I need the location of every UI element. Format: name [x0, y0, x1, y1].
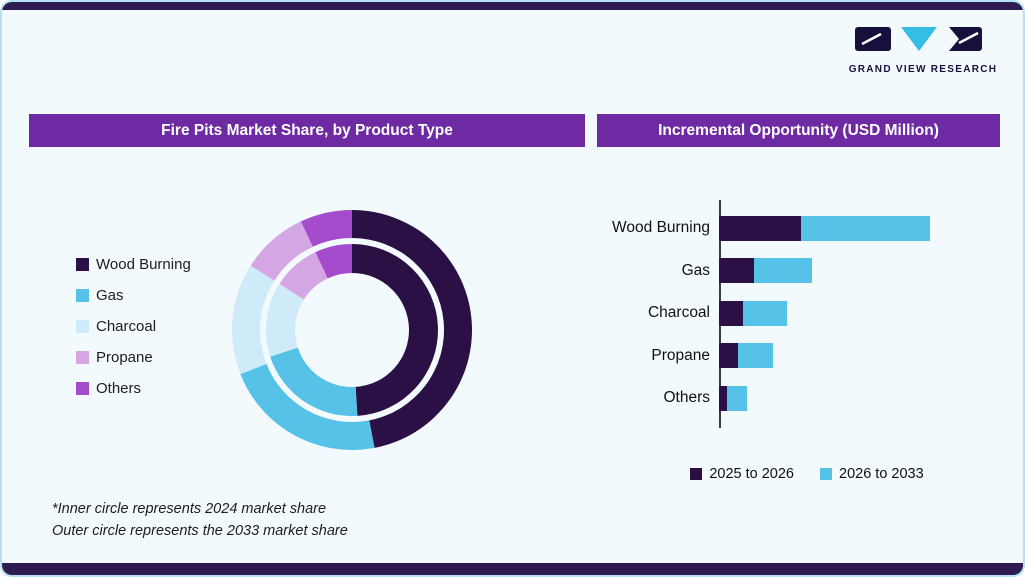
bar-wood-burning-2026-to-2033: [801, 215, 930, 241]
bar-legend-item-2026-to-2033: 2026 to 2033: [820, 466, 924, 482]
bar-row-wood-burning: Wood Burning: [600, 207, 1000, 250]
bar-legend-swatch-2026-to-2033: [820, 468, 832, 480]
donut-legend: Wood Burning Gas Charcoal Propane Others: [76, 256, 191, 411]
legend-item-others: Others: [76, 380, 191, 397]
bar-legend-label-2026-to-2033: 2026 to 2033: [839, 466, 924, 482]
bar-charcoal-2026-to-2033: [743, 300, 787, 326]
legend-swatch-gas: [76, 289, 89, 302]
legend-item-wood-burning: Wood Burning: [76, 256, 191, 273]
donut-inner-2024-segment-wood-burning: [352, 244, 438, 416]
bar-label-others: Others: [663, 389, 710, 407]
brand-logo-icon: [855, 27, 982, 51]
legend-swatch-propane: [76, 351, 89, 364]
legend-label-wood-burning: Wood Burning: [96, 256, 191, 273]
bar-propane-2025-to-2026: [719, 343, 738, 369]
bar-track-others: [719, 385, 1000, 411]
donut-outer-2033-segment-gas: [240, 363, 375, 450]
bar-label-charcoal: Charcoal: [647, 304, 710, 322]
bar-wood-burning-2025-to-2026: [719, 215, 801, 241]
legend-swatch-charcoal: [76, 320, 89, 333]
bar-row-gas: Gas: [600, 250, 1000, 293]
legend-label-gas: Gas: [96, 287, 124, 304]
bar-row-propane: Propane: [600, 335, 1000, 378]
donut-inner-2024-segment-charcoal: [266, 283, 304, 357]
bar-legend-swatch-2025-to-2026: [690, 468, 703, 480]
donut-outer-2033-segment-wood-burning: [352, 210, 472, 448]
legend-swatch-others: [76, 382, 89, 395]
legend-swatch-wood-burning: [76, 258, 89, 271]
bar-row-charcoal: Charcoal: [600, 292, 1000, 335]
bar-chart-rows: Wood Burning Gas Charcoal Propane Others: [600, 207, 1000, 420]
donut-chart-title: Fire Pits Market Share, by Product Type: [29, 114, 585, 147]
bar-chart-title: Incremental Opportunity (USD Million): [597, 114, 1000, 147]
legend-item-propane: Propane: [76, 349, 191, 366]
bar-track-propane: [719, 343, 1000, 369]
bar-label-wood-burning: Wood Burning: [612, 219, 710, 237]
legend-item-gas: Gas: [76, 287, 191, 304]
bar-gas-2025-to-2026: [719, 258, 754, 284]
bar-track-gas: [719, 258, 1000, 284]
donut-outer-2033-segment-propane: [250, 221, 313, 281]
bottom-accent-bar: [2, 563, 1023, 575]
top-accent-bar: [2, 2, 1023, 10]
bar-label-propane: Propane: [651, 346, 710, 364]
footnote: *Inner circle represents 2024 market sha…: [52, 499, 348, 543]
legend-item-charcoal: Charcoal: [76, 318, 191, 335]
bar-row-others: Others: [600, 377, 1000, 420]
donut-inner-2024-segment-others: [315, 244, 352, 279]
bar-others-2025-to-2026: [719, 385, 727, 411]
donut-outer-2033-segment-others: [300, 210, 352, 247]
donut-inner-2024-segment-gas: [270, 347, 358, 416]
bar-legend-item-2025-to-2026: 2025 to 2026: [690, 466, 794, 482]
legend-label-propane: Propane: [96, 349, 153, 366]
bar-track-wood-burning: [719, 215, 1000, 241]
brand-logo: GRAND VIEW RESEARCH: [847, 24, 999, 75]
legend-label-charcoal: Charcoal: [96, 318, 157, 335]
bar-track-charcoal: [719, 300, 1000, 326]
bar-chart-legend: 2025 to 2026 2026 to 2033: [622, 466, 992, 482]
donut-outer-2033-segment-charcoal: [232, 265, 275, 375]
bar-gas-2026-to-2033: [754, 258, 812, 284]
bar-legend-label-2025-to-2026: 2025 to 2026: [709, 466, 794, 482]
footnote-line-2: Outer circle represents the 2033 market …: [52, 522, 348, 539]
bar-others-2026-to-2033: [727, 385, 747, 411]
donut-chart: [232, 210, 472, 450]
bar-label-gas: Gas: [681, 261, 710, 279]
bar-propane-2026-to-2033: [738, 343, 773, 369]
bar-charcoal-2025-to-2026: [719, 300, 743, 326]
donut-inner-2024-segment-propane: [279, 252, 328, 300]
legend-label-others: Others: [96, 380, 142, 397]
brand-name: GRAND VIEW RESEARCH: [848, 64, 998, 75]
footnote-line-1: *Inner circle represents 2024 market sha…: [52, 501, 327, 517]
